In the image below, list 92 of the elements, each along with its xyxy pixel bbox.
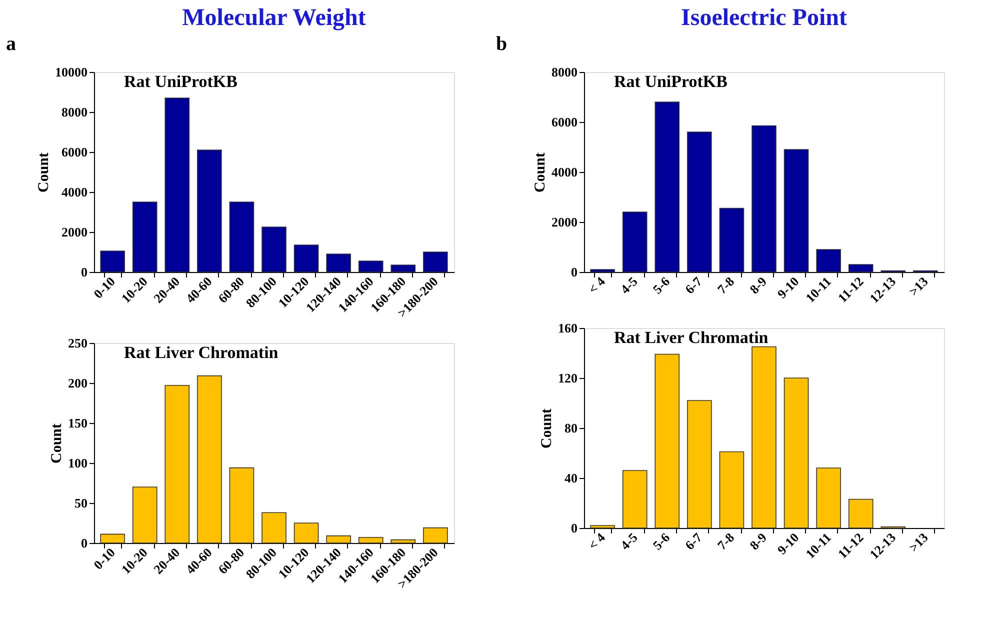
y-axis-title: Count bbox=[49, 423, 65, 464]
y-tick-label: 2000 bbox=[552, 214, 578, 230]
bar bbox=[848, 498, 874, 528]
x-tick-label: 8-9 bbox=[746, 274, 770, 297]
y-tick-label: 100 bbox=[68, 456, 88, 470]
bar bbox=[197, 150, 222, 272]
bar bbox=[326, 535, 351, 544]
y-tick-label: 4000 bbox=[552, 164, 578, 180]
bar bbox=[100, 250, 125, 272]
x-tick-label: 4-5 bbox=[617, 530, 641, 553]
y-tick-label: 80 bbox=[564, 420, 578, 436]
y-tick-label: 150 bbox=[68, 416, 88, 430]
bar bbox=[229, 467, 254, 544]
bar bbox=[752, 346, 776, 528]
y-tick-label: 8000 bbox=[552, 64, 578, 80]
x-tick-label: 9-10 bbox=[774, 274, 802, 302]
bar bbox=[654, 102, 680, 272]
bar bbox=[423, 252, 448, 272]
bar bbox=[784, 149, 809, 272]
x-tick-label: 5-6 bbox=[650, 530, 673, 553]
y-axis-title: Count bbox=[36, 152, 52, 193]
bar bbox=[719, 208, 744, 272]
x-tick-label: >13 bbox=[906, 530, 932, 555]
bar bbox=[816, 468, 841, 528]
x-tick-label: 7-8 bbox=[714, 274, 738, 297]
bar bbox=[197, 375, 222, 544]
x-tick-label: 7-8 bbox=[714, 530, 738, 553]
bar bbox=[132, 202, 158, 272]
bar bbox=[358, 260, 384, 272]
bar bbox=[100, 534, 125, 544]
y-tick-label: 2000 bbox=[62, 224, 88, 240]
y-tick-label: 0 bbox=[81, 536, 88, 550]
y-tick-label: 120 bbox=[558, 370, 578, 386]
bar bbox=[423, 527, 448, 544]
bar bbox=[294, 244, 319, 272]
chart-title: Isoelectric Point bbox=[681, 5, 847, 31]
x-tick-label: < 4 bbox=[585, 530, 608, 553]
bar bbox=[132, 486, 158, 544]
bar bbox=[622, 212, 648, 272]
bar bbox=[326, 254, 351, 272]
chart-subtitle: Rat Liver Chromatin bbox=[614, 328, 769, 347]
bar bbox=[687, 400, 712, 528]
bar bbox=[390, 264, 416, 272]
x-tick-label: 5-6 bbox=[650, 274, 673, 297]
y-tick-label: 0 bbox=[571, 520, 578, 536]
bar bbox=[358, 537, 384, 544]
y-tick-label: 6000 bbox=[552, 114, 578, 130]
x-tick-label: 0-10 bbox=[90, 544, 118, 572]
y-tick-label: 10000 bbox=[55, 64, 88, 80]
x-tick-label: 9-10 bbox=[774, 530, 802, 558]
bar bbox=[262, 226, 286, 272]
bar bbox=[262, 512, 286, 544]
y-tick-label: 40 bbox=[564, 470, 578, 486]
x-tick-label: 4-5 bbox=[617, 274, 641, 297]
bar bbox=[622, 470, 648, 528]
bar bbox=[229, 202, 254, 272]
y-tick-label: 0 bbox=[81, 264, 88, 280]
chart-subtitle: Rat UniProtKB bbox=[614, 72, 728, 91]
bar bbox=[784, 378, 809, 528]
bar bbox=[687, 132, 712, 272]
x-tick-label: 8-9 bbox=[746, 530, 770, 553]
bar bbox=[164, 98, 190, 272]
bar bbox=[848, 264, 874, 272]
y-tick-label: 4000 bbox=[62, 184, 88, 200]
x-tick-label: >13 bbox=[906, 274, 932, 299]
x-tick-label: 6-7 bbox=[682, 274, 706, 297]
y-tick-label: 6000 bbox=[62, 144, 88, 160]
y-axis-title: Count bbox=[539, 408, 555, 449]
y-axis-title: Count bbox=[532, 152, 548, 193]
y-tick-label: 200 bbox=[68, 376, 88, 390]
x-tick-label: < 4 bbox=[585, 274, 608, 297]
y-tick-label: 8000 bbox=[62, 104, 88, 120]
y-tick-label: 160 bbox=[558, 320, 578, 336]
bar bbox=[654, 354, 680, 528]
bar bbox=[390, 539, 416, 544]
bar bbox=[752, 125, 776, 272]
x-tick-label: 6-7 bbox=[682, 530, 706, 553]
chart-subtitle: Rat Liver Chromatin bbox=[124, 343, 279, 362]
y-tick-label: 250 bbox=[68, 336, 88, 350]
bar bbox=[164, 385, 190, 544]
y-tick-label: 50 bbox=[74, 496, 88, 510]
bar bbox=[590, 525, 615, 528]
y-tick-label: 0 bbox=[571, 264, 578, 280]
chart-subtitle: Rat UniProtKB bbox=[124, 72, 238, 91]
text: a bbox=[6, 33, 16, 55]
x-tick-label: 0-10 bbox=[90, 274, 118, 302]
text: b bbox=[496, 33, 508, 55]
bar bbox=[719, 451, 744, 528]
bar bbox=[816, 249, 841, 272]
bar bbox=[294, 522, 319, 544]
bar bbox=[590, 269, 615, 272]
chart-title: Molecular Weight bbox=[182, 5, 366, 31]
